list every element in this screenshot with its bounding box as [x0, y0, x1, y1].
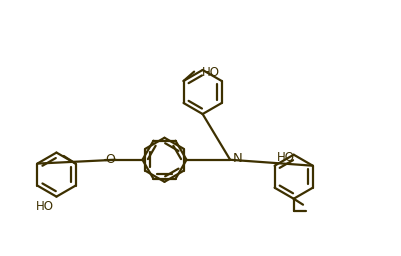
Text: O: O [105, 153, 115, 166]
Text: HO: HO [36, 200, 55, 213]
Text: HO: HO [202, 66, 220, 79]
Text: N: N [232, 152, 242, 165]
Text: HO: HO [277, 152, 295, 164]
